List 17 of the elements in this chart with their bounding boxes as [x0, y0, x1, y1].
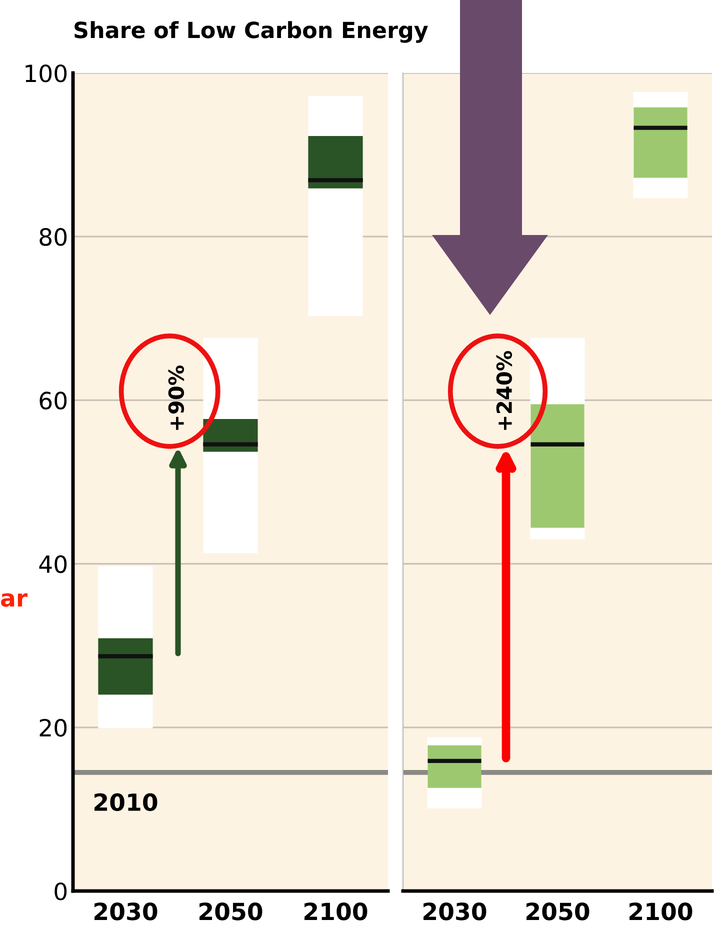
x-tick-label: 2030	[94, 902, 158, 920]
chart-title: Share of Low Carbon Energy	[74, 21, 428, 43]
y-tick-label: 100	[26, 64, 67, 82]
annotation: +90%	[168, 365, 184, 430]
x-tick-label: 2100	[304, 902, 368, 920]
x-tick-label: 2050	[200, 902, 262, 920]
y-tick-label: 0	[54, 882, 67, 900]
text: ar	[1, 593, 28, 607]
x-tick-label: 2050	[526, 902, 590, 920]
x-tick-label: 2100	[630, 902, 692, 920]
y-tick-label: 60	[40, 392, 67, 410]
annotation: +240%	[496, 350, 512, 430]
y-tick-label: 20	[40, 718, 67, 737]
y-tick-label: 80	[40, 228, 67, 246]
x-tick-label: 2030	[424, 902, 486, 920]
y-tick-label: 40	[39, 555, 67, 574]
annotation: 2010	[94, 793, 158, 812]
